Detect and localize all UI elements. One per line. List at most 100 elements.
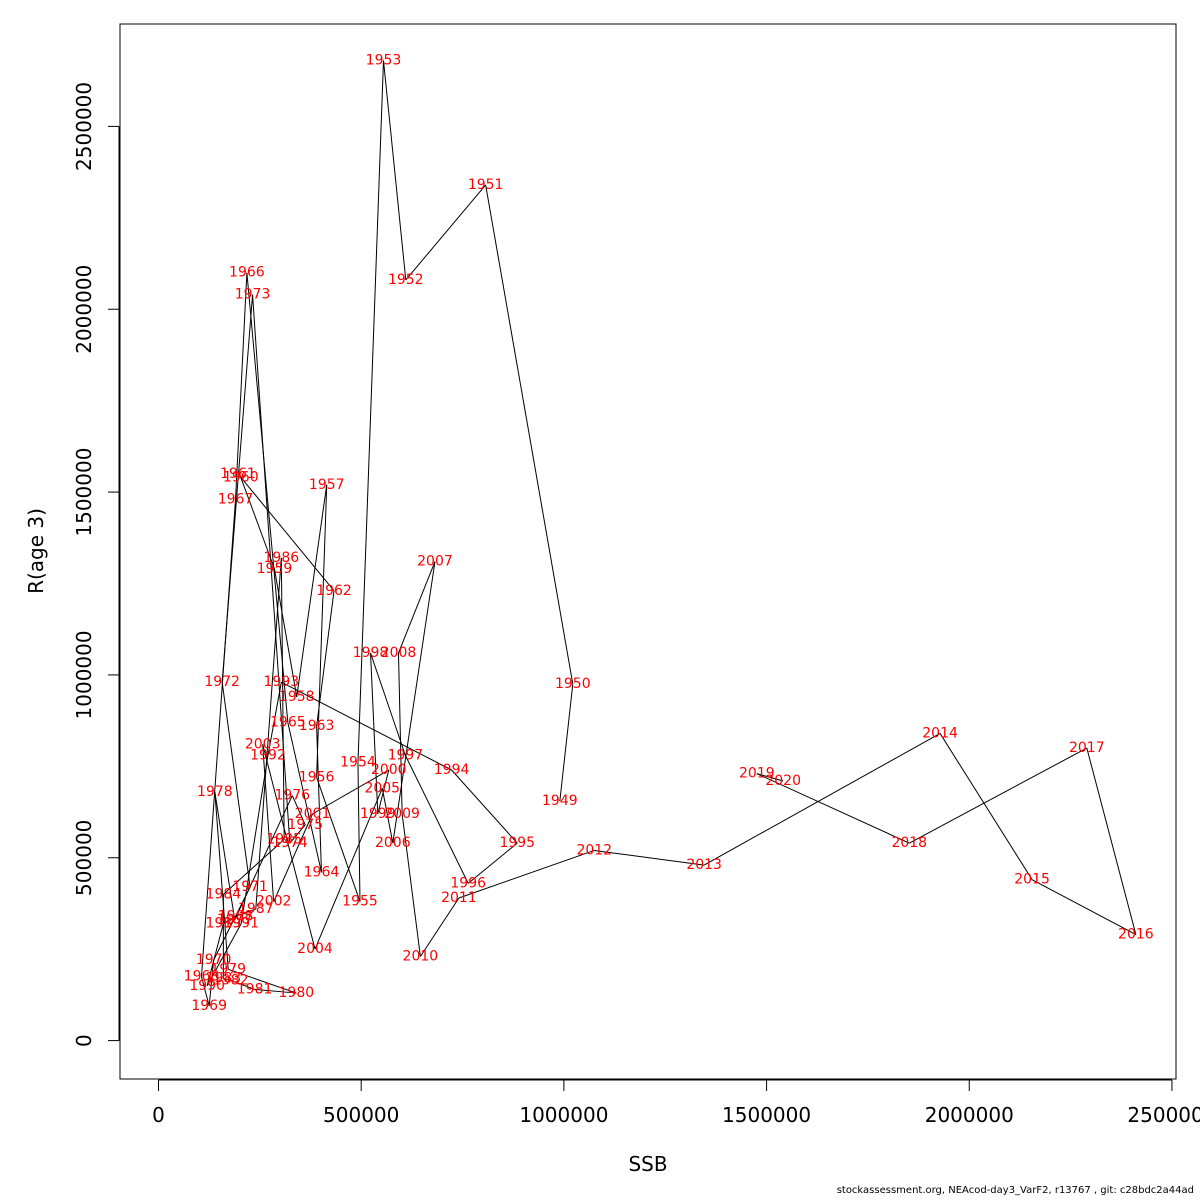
series-segment-1980-1981 (254, 988, 297, 994)
point-label-2008: 2008 (381, 645, 417, 661)
x-tick-label: 500000 (323, 1103, 399, 1127)
series-segment-1997-1998 (370, 652, 406, 756)
x-axis-title: SSB (628, 1152, 667, 1176)
point-label-1985: 1985 (266, 831, 302, 847)
point-label-1990: 1990 (189, 978, 225, 994)
point-label-1975: 1975 (287, 817, 323, 833)
point-label-1956: 1956 (299, 769, 335, 785)
y-tick-label: 500000 (72, 820, 96, 896)
point-label-1965: 1965 (270, 714, 306, 730)
point-label-1963: 1963 (299, 718, 335, 734)
series-segment-1978-1979 (214, 791, 229, 970)
series-segment-1985-1986 (280, 557, 285, 840)
series-segment-1977-1978 (214, 791, 236, 921)
series-segment-1990-1991 (206, 923, 242, 986)
point-label-2016: 2016 (1118, 927, 1154, 943)
point-label-1966: 1966 (229, 265, 265, 281)
x-tick-label: 2500000 (1127, 1103, 1200, 1127)
point-label-2015: 2015 (1014, 872, 1050, 888)
point-label-1980: 1980 (279, 985, 315, 1001)
series-segment-1974-1975 (289, 824, 306, 844)
point-label-2011: 2011 (441, 890, 477, 906)
series-segment-2019-2020 (756, 773, 784, 782)
series-segment-1972-1973 (221, 294, 254, 683)
point-label-1981: 1981 (237, 981, 273, 997)
series-segment-1962-1963 (316, 590, 335, 727)
y-tick-label: 2000000 (72, 265, 96, 354)
series-segment-2007-2008 (398, 561, 436, 654)
point-label-1999: 1999 (360, 806, 396, 822)
point-label-1978: 1978 (197, 784, 233, 800)
series-segment-1995-1996 (467, 842, 518, 884)
series-segment-2018-2019 (756, 773, 910, 844)
point-label-1988: 1988 (218, 908, 254, 924)
point-label-1998: 1998 (353, 645, 389, 661)
series-segment-2000-2001 (312, 769, 390, 815)
point-label-1968: 1968 (184, 969, 220, 985)
point-label-1994: 1994 (434, 762, 470, 778)
point-label-2003: 2003 (245, 736, 281, 752)
point-label-1952: 1952 (388, 272, 424, 288)
series-segment-1969-1970 (208, 960, 215, 1006)
series-segment-2005-2006 (381, 788, 394, 844)
point-label-group: 1949 1950 1951 1952 1953 1954 1955 1956 1957 1958… (184, 53, 1154, 1014)
series-segment-1996-1997 (404, 755, 469, 884)
series-segment-1964-1965 (287, 722, 322, 873)
point-label-1979: 1979 (210, 961, 246, 977)
point-label-1983: 1983 (206, 970, 242, 986)
point-label-1958: 1958 (279, 689, 315, 705)
series-segment-2009-2010 (401, 813, 421, 957)
point-label-1996: 1996 (450, 875, 486, 891)
point-label-2009: 2009 (384, 806, 420, 822)
point-label-1995: 1995 (499, 835, 535, 851)
series-segment-2006-2007 (392, 561, 436, 844)
x-axis: 0 500000 1000000 1500000 2000000 2500000 (152, 1079, 1200, 1127)
point-label-2010: 2010 (403, 948, 439, 964)
point-label-2000: 2000 (371, 762, 407, 778)
series-segment-1951-1952 (405, 184, 487, 281)
point-label-2018: 2018 (891, 835, 927, 851)
y-tick-label: 1500000 (72, 448, 96, 537)
series-segment-1956-1957 (316, 484, 328, 778)
point-label-1977: 1977 (217, 912, 253, 928)
series-segment-1991-1992 (240, 755, 269, 924)
series-segment-2013-2014 (703, 732, 941, 866)
point-label-1976: 1976 (274, 788, 310, 804)
y-axis-title: R(age 3) (24, 508, 48, 594)
point-label-1974: 1974 (272, 835, 308, 851)
point-label-1949: 1949 (542, 793, 578, 809)
point-label-2014: 2014 (922, 725, 958, 741)
series-path-group (200, 60, 1137, 1006)
series-segment-1986-1987 (255, 557, 282, 909)
point-label-1970: 1970 (196, 952, 232, 968)
y-axis: 0 500000 1000000 1500000 2000000 2500000 (72, 82, 120, 1047)
point-label-1962: 1962 (316, 583, 352, 599)
series-segment-2011-2012 (458, 849, 595, 899)
series-segment-1952-1953 (382, 60, 407, 281)
x-tick-label: 1500000 (722, 1103, 811, 1127)
point-label-1967: 1967 (218, 491, 254, 507)
series-segment-2008-2009 (397, 652, 403, 814)
x-tick-label: 1000000 (519, 1103, 608, 1127)
series-segment-2010-2011 (419, 897, 460, 957)
point-label-1954: 1954 (340, 755, 376, 771)
series-segment-1998-1999 (370, 652, 379, 814)
series-segment-1950-1951 (485, 184, 574, 685)
series-segment-1959-1960 (240, 477, 275, 570)
point-label-2019: 2019 (739, 766, 775, 782)
point-label-1986: 1986 (264, 550, 300, 566)
point-label-2006: 2006 (375, 835, 411, 851)
series-segment-1966-1967 (235, 272, 248, 500)
point-label-2002: 2002 (256, 894, 292, 910)
point-label-1973: 1973 (235, 287, 271, 303)
series-segment-2017-2018 (909, 747, 1088, 844)
series-segment-1989-1990 (206, 923, 224, 986)
series-segment-1992-1993 (267, 682, 282, 756)
series-segment-2014-2015 (939, 733, 1033, 880)
series-segment-2015-2016 (1031, 879, 1137, 935)
series-segment-1993-1994 (281, 681, 452, 771)
series-segment-1968-1969 (200, 976, 210, 1006)
series-segment-2001-2002 (273, 813, 314, 902)
y-tick-label: 2500000 (72, 82, 96, 171)
point-label-2005: 2005 (364, 780, 400, 796)
